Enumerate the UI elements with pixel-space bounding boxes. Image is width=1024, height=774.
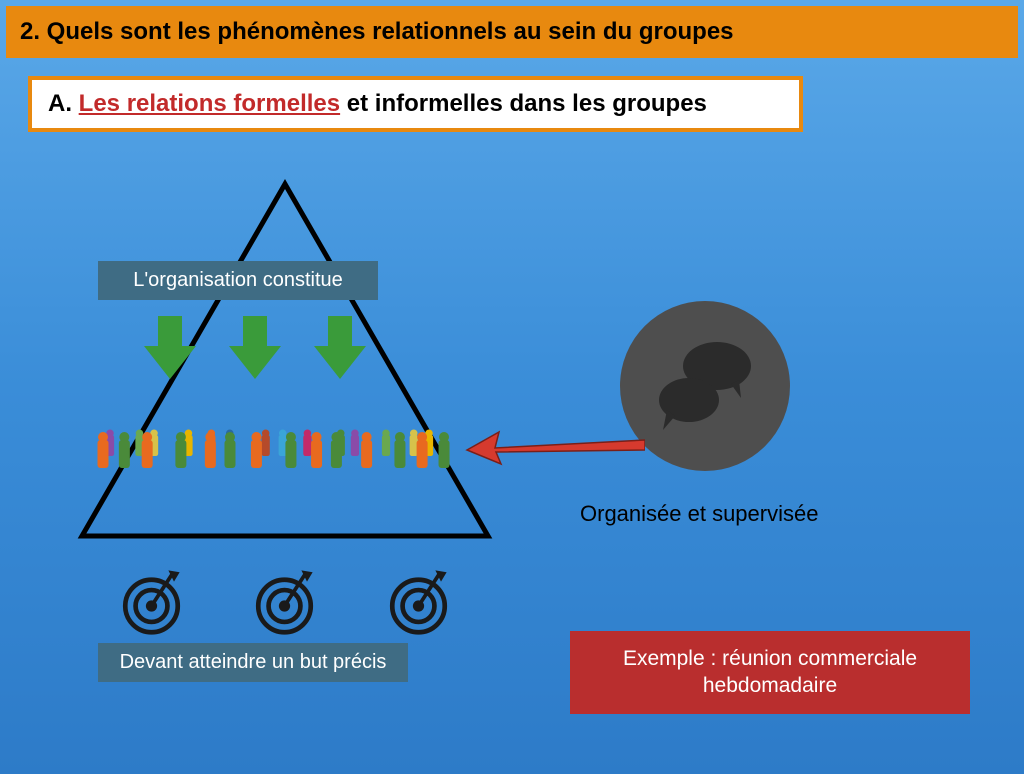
label-goal: Devant atteindre un but précis — [98, 643, 408, 682]
targets-row — [85, 561, 485, 636]
label-organisation-text: L'organisation constitue — [133, 269, 343, 291]
subtitle-highlight: Les relations formelles — [79, 90, 340, 117]
title-text: 2. Quels sont les phénomènes relationnel… — [20, 18, 734, 45]
target-icon — [247, 561, 322, 636]
example-text: Exemple : réunion commerciale hebdomadai… — [623, 647, 917, 697]
subtitle-bar: A. Les relations formelles et informelle… — [28, 76, 803, 132]
red-left-arrow-icon — [465, 426, 645, 466]
green-down-arrow-icon — [140, 311, 200, 381]
diagram-stage: L'organisation constitue — [0, 161, 1024, 774]
example-box: Exemple : réunion commerciale hebdomadai… — [570, 631, 970, 714]
chat-bubbles-icon — [620, 301, 790, 471]
subtitle-prefix: A. — [48, 90, 79, 117]
green-down-arrow-icon — [225, 311, 285, 381]
people-crowd-icon — [80, 406, 480, 501]
target-icon — [114, 561, 189, 636]
label-goal-text: Devant atteindre un but précis — [120, 651, 387, 673]
title-bar: 2. Quels sont les phénomènes relationnel… — [6, 6, 1018, 58]
label-organisation: L'organisation constitue — [98, 261, 378, 300]
target-icon — [381, 561, 456, 636]
green-down-arrow-icon — [310, 311, 370, 381]
subtitle-rest: et informelles dans les groupes — [340, 90, 707, 117]
label-organised: Organisée et supervisée — [580, 501, 818, 527]
label-organised-text: Organisée et supervisée — [580, 501, 818, 526]
